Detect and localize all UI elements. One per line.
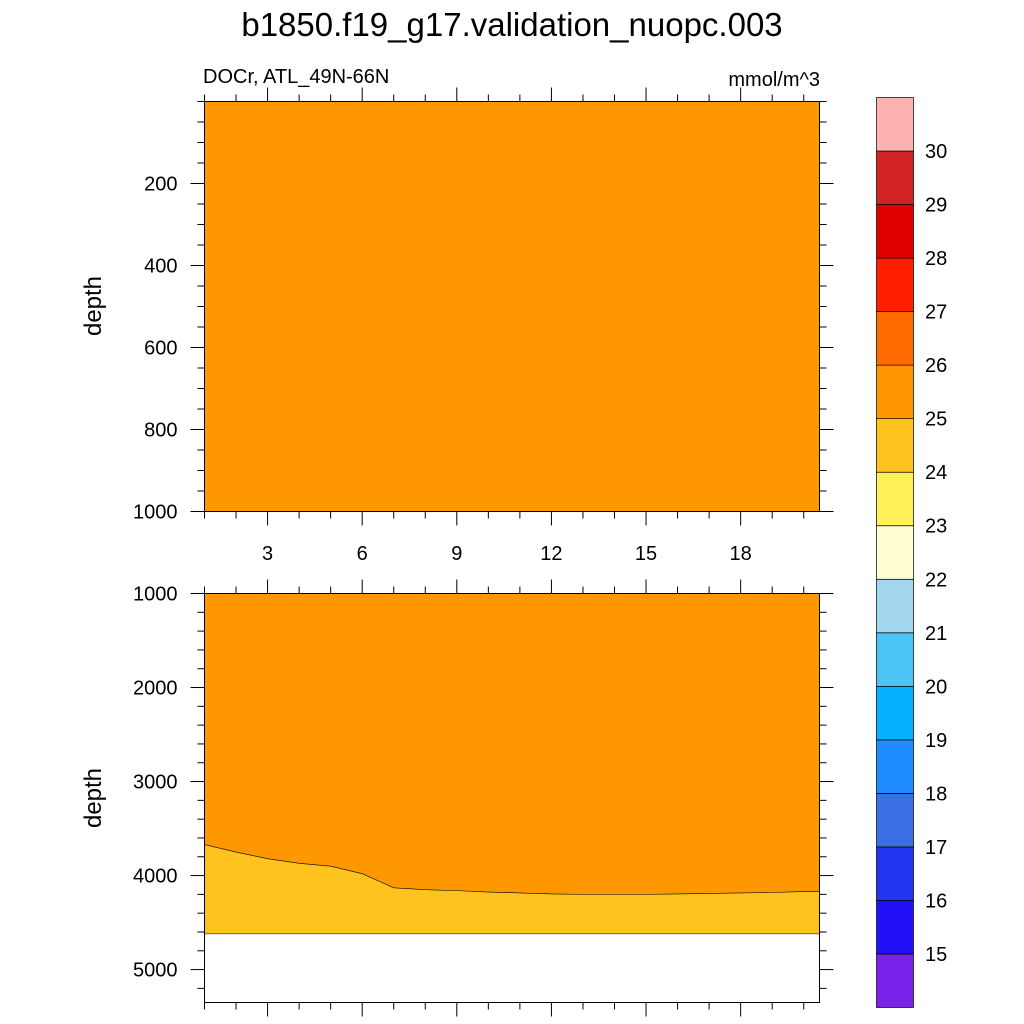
colorbar-label-24: 24 [925,462,947,484]
colorbar-label-15: 15 [925,944,947,966]
colorbar-label-26: 26 [925,355,947,377]
lower-region-25-26 [204,593,820,895]
upper-y-tick-label-800: 800 [144,420,177,442]
units-label: mmol/m^3 [728,69,820,91]
upper-panel: 200 400 600 800 1000 3 6 9 12 15 18 depth [80,87,834,565]
lower-y-tick-labels: 1000 2000 3000 4000 5000 [133,584,178,982]
lower-contour-fill [204,593,820,935]
figure-title: b1850.f19_g17.validation_nuopc.003 [241,6,782,43]
upper-x-tick-label-9: 9 [451,543,462,565]
variable-region-label: DOCr, ATL_49N-66N [203,66,389,88]
upper-x-tick-label-6: 6 [357,543,368,565]
upper-tick-marks [190,87,834,526]
colorbar-label-25: 25 [925,409,947,431]
lower-y-tick-label-1000: 1000 [133,584,178,606]
upper-frame [204,101,820,512]
lower-tick-marks [190,579,834,1017]
upper-region-25-26 [204,101,820,512]
lower-frame [204,593,820,1003]
colorbar-box-16 [876,97,914,152]
upper-contour-fill [204,101,820,512]
upper-x-tick-label-15: 15 [635,543,657,565]
lower-y-tick-label-5000: 5000 [133,960,178,982]
colorbar-box-0 [876,953,914,1008]
colorbar-label-29: 29 [925,195,947,217]
upper-y-tick-label-400: 400 [144,256,177,278]
colorbar-box-8 [876,525,914,580]
colorbar-label-18: 18 [925,783,947,805]
colorbar-label-19: 19 [925,730,947,752]
colorbar-label-17: 17 [925,837,947,859]
upper-x-tick-label-3: 3 [262,543,273,565]
lower-y-axis-label: depth [80,768,107,828]
colorbar-label-28: 28 [925,248,947,270]
upper-x-tick-label-18: 18 [730,543,752,565]
colorbar-box-4 [876,739,914,794]
upper-y-tick-label-200: 200 [144,174,177,196]
colorbar-box-12 [876,311,914,366]
colorbar-box-2 [876,846,914,901]
colorbar-box-5 [876,685,914,741]
upper-y-tick-labels: 200 400 600 800 1000 [133,174,178,524]
upper-x-tick-label-12: 12 [540,543,562,565]
colorbar-box-11 [876,364,914,420]
colorbar-box-9 [876,471,914,527]
colorbar-box-15 [876,150,914,205]
upper-y-tick-label-1000: 1000 [133,502,178,524]
lower-y-tick-label-2000: 2000 [133,678,178,700]
colorbar-label-21: 21 [925,623,947,645]
colorbar-label-23: 23 [925,516,947,538]
colorbar-box-1 [876,900,914,955]
colorbar-label-16: 16 [925,890,947,912]
colorbar-box-10 [876,418,914,473]
colorbar-label-30: 30 [925,141,947,163]
colorbar-label-20: 20 [925,676,947,698]
lower-region-24-25 [204,844,820,934]
colorbar: 15 16 17 18 19 20 21 22 23 24 25 26 27 28 29 30 [876,97,947,1008]
upper-x-tick-labels: 3 6 9 12 15 18 [262,543,752,565]
colorbar-box-14 [876,204,914,259]
colorbar-box-6 [876,632,914,687]
colorbar-box-7 [876,578,914,634]
lower-y-tick-label-4000: 4000 [133,866,178,888]
colorbar-label-27: 27 [925,302,947,324]
lower-y-tick-label-3000: 3000 [133,772,178,794]
colorbar-label-22: 22 [925,569,947,591]
colorbar-box-13 [876,257,914,312]
contour-line-25 [204,844,820,895]
lower-panel: 1000 2000 3000 4000 5000 depth [80,579,834,1017]
upper-y-tick-label-600: 600 [144,338,177,360]
colorbar-box-3 [876,793,914,848]
upper-y-axis-label: depth [80,276,107,336]
